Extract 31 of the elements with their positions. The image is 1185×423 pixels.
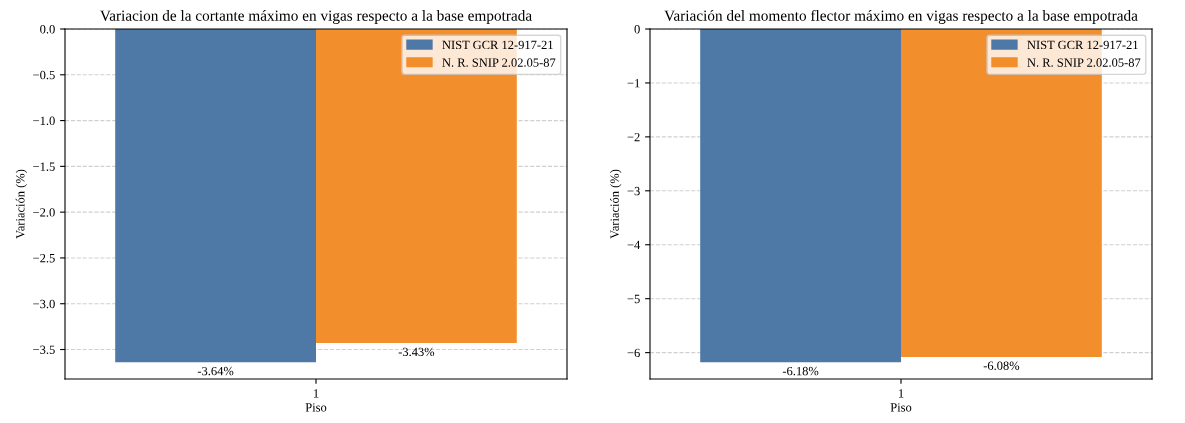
data-label: -3.43%	[398, 347, 435, 357]
chart-title: Variación del momento flector máximo en vigas respecto a la base empotrada	[664, 9, 1138, 24]
legend-label: NIST GCR 12-917-21	[442, 40, 553, 50]
y-tick-label: −2.5	[33, 254, 55, 263]
y-tick-label: −3.0	[33, 299, 55, 309]
y-tick-label: −1.5	[33, 162, 55, 171]
y-tick-label: −1	[627, 79, 640, 88]
data-label: -6.18%	[782, 366, 819, 376]
y-tick-label: 0	[634, 25, 640, 34]
y-tick-label: −6	[627, 348, 640, 358]
y-tick-label: −3.5	[33, 345, 55, 355]
y-tick-label: −2.0	[33, 208, 55, 217]
y-tick-label: −5	[627, 294, 640, 304]
y-tick-label: 0.0	[40, 25, 55, 34]
x-tick-label: 1	[313, 389, 319, 398]
y-tick-label: −1.0	[33, 116, 55, 126]
x-axis-title: Piso	[890, 403, 912, 412]
y-tick-label: −2	[627, 132, 640, 142]
y-axis-title: Variación (%)	[610, 169, 622, 239]
legend-label: NIST GCR 12-917-21	[1027, 40, 1138, 50]
x-axis-title: Piso	[305, 403, 327, 412]
legend-label: N. R. SNIP 2.02.05-87	[442, 58, 556, 67]
y-tick-label: −0.5	[33, 70, 55, 80]
legend-label: N. R. SNIP 2.02.05-87	[1027, 58, 1141, 67]
y-tick-label: −3	[627, 186, 640, 196]
data-label: -3.64%	[197, 366, 234, 376]
chart-title: Variacion de la cortante máximo en vigas respecto a la base empotrada	[100, 10, 532, 24]
y-tick-label: −4	[627, 240, 641, 250]
x-tick-label: 1	[898, 389, 904, 398]
data-label: -6.08%	[983, 361, 1020, 370]
y-axis-title: Variación (%)	[15, 169, 28, 239]
